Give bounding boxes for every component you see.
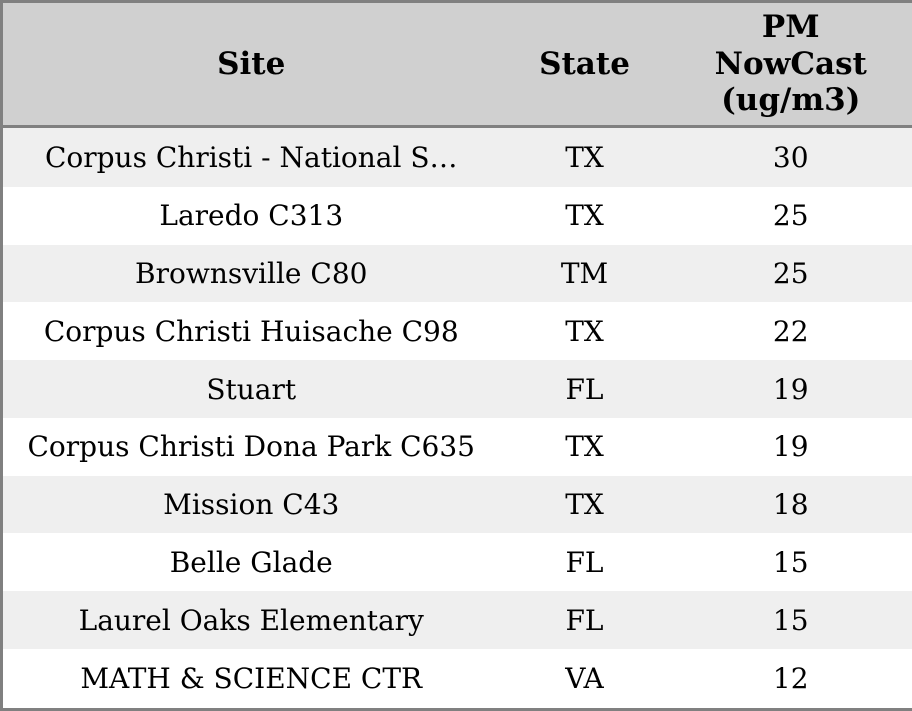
- cell-site: Brownsville C80: [135, 257, 368, 291]
- cell-site: Laurel Oaks Elementary: [78, 603, 424, 637]
- table-row: Corpus Christi - National S… TX 30: [1, 126, 912, 187]
- cell-site: Laredo C313: [159, 199, 344, 233]
- table-row: Laurel Oaks Elementary FL 15: [1, 591, 912, 650]
- cell-pm-nowcast: 25: [772, 199, 809, 233]
- cell-site: Corpus Christi Dona Park C635: [27, 430, 476, 464]
- cell-state: VA: [565, 662, 604, 695]
- table-row: Mission C43 TX 18: [1, 475, 912, 534]
- cell-pm-nowcast: 12: [772, 662, 809, 695]
- cell-state: TX: [565, 314, 604, 348]
- cell-site: Stuart: [206, 372, 297, 406]
- column-header-state: State: [499, 1, 670, 128]
- cell-state: TX: [565, 199, 604, 233]
- table-header-row: Site State PM NowCast (ug/m3): [1, 1, 912, 128]
- cell-pm-nowcast: 18: [772, 488, 809, 522]
- cell-pm-nowcast: 22: [772, 314, 809, 348]
- cell-pm-nowcast: 15: [772, 603, 809, 637]
- column-header-site: Site: [1, 1, 500, 128]
- table-row: Laredo C313 TX 25: [1, 186, 912, 245]
- cell-state: FL: [565, 372, 604, 406]
- table-row: MATH & SCIENCE CTR VA 12: [1, 649, 912, 710]
- cell-pm-nowcast: 19: [772, 430, 809, 464]
- cell-state: TX: [565, 488, 604, 522]
- cell-site: Belle Glade: [169, 545, 333, 579]
- cell-state: TX: [565, 430, 604, 464]
- cell-state: FL: [565, 603, 604, 637]
- table-row: Belle Glade FL 15: [1, 533, 912, 592]
- cell-pm-nowcast: 19: [772, 372, 809, 406]
- cell-pm-nowcast: 15: [772, 545, 809, 579]
- cell-state: TM: [560, 257, 609, 291]
- table-row: Corpus Christi Huisache C98 TX 22: [1, 302, 912, 361]
- cell-site: Mission C43: [163, 488, 340, 522]
- cell-pm-nowcast: 25: [772, 257, 809, 291]
- cell-pm-nowcast: 30: [772, 140, 809, 174]
- cell-state: FL: [565, 545, 604, 579]
- table-row: Stuart FL 19: [1, 360, 912, 418]
- cell-site: MATH & SCIENCE CTR: [80, 662, 423, 695]
- cell-state: TX: [565, 140, 604, 174]
- table-row: Corpus Christi Dona Park C635 TX 19: [1, 417, 912, 476]
- column-header-pm-nowcast: PM NowCast (ug/m3): [669, 1, 912, 128]
- table-body: Corpus Christi - National S… TX 30 Laredo C…: [1, 126, 912, 710]
- cell-site: Corpus Christi Huisache C98: [43, 314, 459, 348]
- column-header-pm-nowcast-label: PM NowCast (ug/m3): [714, 9, 867, 119]
- cell-site: Corpus Christi - National S…: [44, 140, 458, 174]
- table-row: Brownsville C80 TM 25: [1, 244, 912, 303]
